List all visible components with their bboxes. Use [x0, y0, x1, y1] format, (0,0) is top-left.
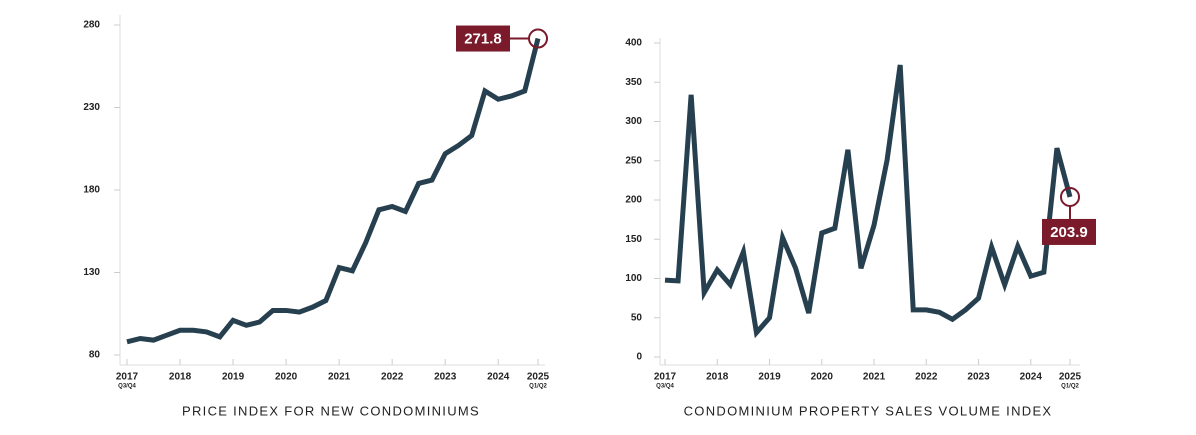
- x-tick-label: 2018: [169, 372, 192, 383]
- callout-box: [456, 25, 510, 52]
- x-tick-label: 2024: [487, 372, 510, 383]
- x-tick-sublabel: Q3/Q4: [118, 384, 136, 390]
- y-tick-label: 0: [636, 352, 642, 363]
- x-tick-label: 2018: [706, 372, 729, 383]
- x-tick-label: 2017: [654, 372, 677, 383]
- x-tick-label: 2020: [811, 372, 834, 383]
- y-tick-label: 200: [625, 195, 642, 206]
- x-tick-label: 2019: [222, 372, 245, 383]
- x-tick-label: 2025: [1059, 372, 1082, 383]
- y-tick-label: 400: [625, 38, 642, 49]
- x-tick-label: 2021: [863, 372, 886, 383]
- data-label: 271.8: [464, 30, 502, 47]
- y-tick-label: 150: [625, 234, 642, 245]
- y-tick-label: 300: [625, 116, 642, 127]
- chart-title: CONDOMINIUM PROPERTY SALES VOLUME INDEX: [684, 403, 1053, 418]
- chart-title: PRICE INDEX FOR NEW CONDOMINIUMS: [182, 403, 480, 418]
- y-tick-label: 280: [83, 20, 100, 31]
- y-tick-label: 80: [89, 350, 101, 361]
- x-tick-label: 2019: [758, 372, 781, 383]
- data-label: 203.9: [1050, 224, 1088, 241]
- x-tick-label: 2020: [275, 372, 298, 383]
- x-tick-label: 2021: [328, 372, 351, 383]
- y-tick-label: 350: [625, 77, 642, 88]
- y-tick-label: 180: [83, 185, 100, 196]
- callout-box: [1042, 218, 1096, 245]
- x-tick-sublabel: Q1/Q2: [1061, 384, 1079, 390]
- y-tick-label: 130: [83, 267, 100, 278]
- x-tick-label: 2022: [915, 372, 938, 383]
- y-tick-label: 230: [83, 102, 100, 113]
- series-line: [126, 37, 541, 345]
- x-tick-label: 2025: [527, 372, 550, 383]
- x-tick-label: 2017: [116, 372, 139, 383]
- x-tick-label: 2023: [434, 372, 457, 383]
- x-tick-label: 2023: [967, 372, 990, 383]
- x-tick-label: 2022: [381, 372, 404, 383]
- x-tick-sublabel: Q3/Q4: [656, 384, 674, 390]
- y-tick-label: 50: [631, 312, 643, 323]
- y-tick-label: 250: [625, 155, 642, 166]
- x-tick-sublabel: Q1/Q2: [529, 384, 547, 390]
- y-tick-label: 100: [625, 273, 642, 284]
- series-line: [664, 64, 1073, 339]
- x-tick-label: 2024: [1020, 372, 1043, 383]
